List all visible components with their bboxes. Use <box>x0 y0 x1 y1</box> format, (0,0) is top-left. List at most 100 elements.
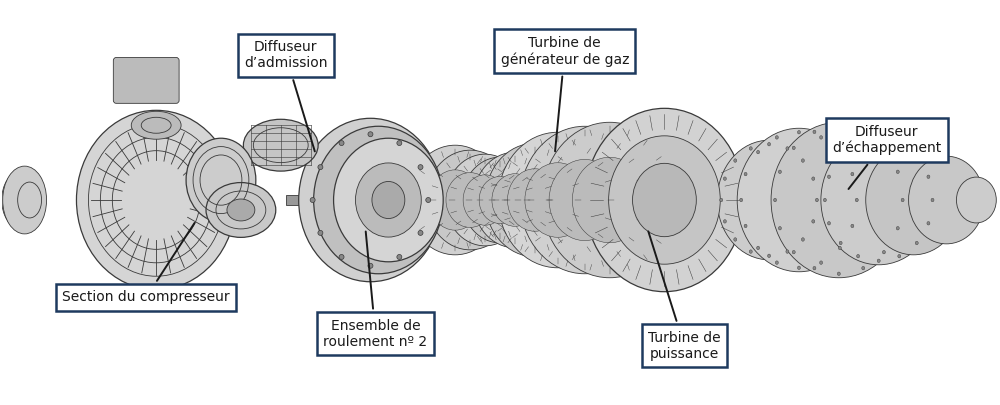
Ellipse shape <box>877 259 880 262</box>
Ellipse shape <box>827 222 830 225</box>
Ellipse shape <box>76 110 236 290</box>
Ellipse shape <box>418 230 423 235</box>
Ellipse shape <box>896 226 899 230</box>
Ellipse shape <box>801 238 804 241</box>
Ellipse shape <box>243 119 318 171</box>
Ellipse shape <box>757 246 760 249</box>
Ellipse shape <box>820 136 823 139</box>
Ellipse shape <box>334 138 443 262</box>
Ellipse shape <box>812 220 815 223</box>
Ellipse shape <box>723 220 726 223</box>
Ellipse shape <box>368 263 373 268</box>
Ellipse shape <box>720 198 723 202</box>
Ellipse shape <box>749 250 752 253</box>
Text: Turbine de
puissance: Turbine de puissance <box>648 231 721 361</box>
Ellipse shape <box>339 141 344 145</box>
Ellipse shape <box>507 169 562 231</box>
Ellipse shape <box>927 175 930 179</box>
Ellipse shape <box>813 130 816 134</box>
Ellipse shape <box>915 241 918 245</box>
Ellipse shape <box>418 164 423 170</box>
Ellipse shape <box>492 174 538 226</box>
Ellipse shape <box>797 266 800 269</box>
Ellipse shape <box>827 175 830 179</box>
Ellipse shape <box>318 164 323 170</box>
Ellipse shape <box>901 198 904 202</box>
Ellipse shape <box>838 246 841 249</box>
Ellipse shape <box>839 155 842 159</box>
Ellipse shape <box>801 159 804 162</box>
Ellipse shape <box>349 175 392 224</box>
Ellipse shape <box>131 111 181 139</box>
Ellipse shape <box>786 250 789 253</box>
Text: Ensemble de
roulement nº 2: Ensemble de roulement nº 2 <box>323 232 427 349</box>
Ellipse shape <box>2 172 38 228</box>
Ellipse shape <box>862 130 865 134</box>
Ellipse shape <box>186 138 256 222</box>
Ellipse shape <box>429 170 481 230</box>
Ellipse shape <box>778 226 781 230</box>
Ellipse shape <box>882 146 885 149</box>
Text: Section du compresseur: Section du compresseur <box>62 223 230 304</box>
Ellipse shape <box>792 146 795 149</box>
Ellipse shape <box>931 198 934 202</box>
Ellipse shape <box>744 173 747 176</box>
Ellipse shape <box>823 198 826 202</box>
Ellipse shape <box>898 254 901 258</box>
FancyBboxPatch shape <box>113 58 179 103</box>
Ellipse shape <box>927 222 930 225</box>
Ellipse shape <box>797 130 800 134</box>
Ellipse shape <box>792 250 795 254</box>
Ellipse shape <box>633 163 696 237</box>
Ellipse shape <box>206 183 276 237</box>
Ellipse shape <box>368 132 373 137</box>
Ellipse shape <box>397 141 402 145</box>
Ellipse shape <box>372 181 405 219</box>
Ellipse shape <box>774 198 777 202</box>
Ellipse shape <box>445 154 525 246</box>
Text: Turbine de
générateur de gaz: Turbine de générateur de gaz <box>501 36 629 151</box>
Ellipse shape <box>771 122 907 278</box>
Ellipse shape <box>821 135 936 265</box>
Ellipse shape <box>866 145 961 255</box>
Ellipse shape <box>355 163 421 237</box>
Ellipse shape <box>339 254 344 260</box>
Ellipse shape <box>837 124 840 128</box>
Ellipse shape <box>397 254 402 260</box>
Ellipse shape <box>778 170 781 173</box>
Ellipse shape <box>786 147 789 150</box>
Text: Diffuseur
d’admission: Diffuseur d’admission <box>244 40 327 151</box>
Ellipse shape <box>882 250 885 254</box>
Ellipse shape <box>857 142 860 145</box>
Ellipse shape <box>318 230 323 235</box>
Ellipse shape <box>542 122 677 278</box>
Ellipse shape <box>877 137 880 141</box>
Ellipse shape <box>734 159 737 162</box>
Ellipse shape <box>585 108 744 292</box>
Ellipse shape <box>525 163 591 237</box>
Ellipse shape <box>956 177 996 223</box>
Ellipse shape <box>768 143 771 146</box>
Ellipse shape <box>737 128 861 272</box>
Ellipse shape <box>717 140 821 260</box>
Ellipse shape <box>839 241 842 245</box>
Ellipse shape <box>896 170 899 173</box>
Ellipse shape <box>462 157 538 243</box>
Ellipse shape <box>812 177 815 180</box>
Ellipse shape <box>359 178 398 222</box>
Ellipse shape <box>775 136 778 139</box>
Ellipse shape <box>485 143 585 257</box>
Ellipse shape <box>723 177 726 180</box>
Ellipse shape <box>851 224 854 228</box>
Ellipse shape <box>549 160 620 241</box>
Ellipse shape <box>862 266 865 270</box>
Text: Diffuseur
d’échappement: Diffuseur d’échappement <box>832 125 941 189</box>
Ellipse shape <box>838 150 841 154</box>
Ellipse shape <box>479 177 521 224</box>
Ellipse shape <box>572 157 647 243</box>
Ellipse shape <box>310 198 315 202</box>
Bar <box>286 195 375 205</box>
Ellipse shape <box>407 145 503 255</box>
Ellipse shape <box>837 272 840 275</box>
Ellipse shape <box>820 261 823 264</box>
